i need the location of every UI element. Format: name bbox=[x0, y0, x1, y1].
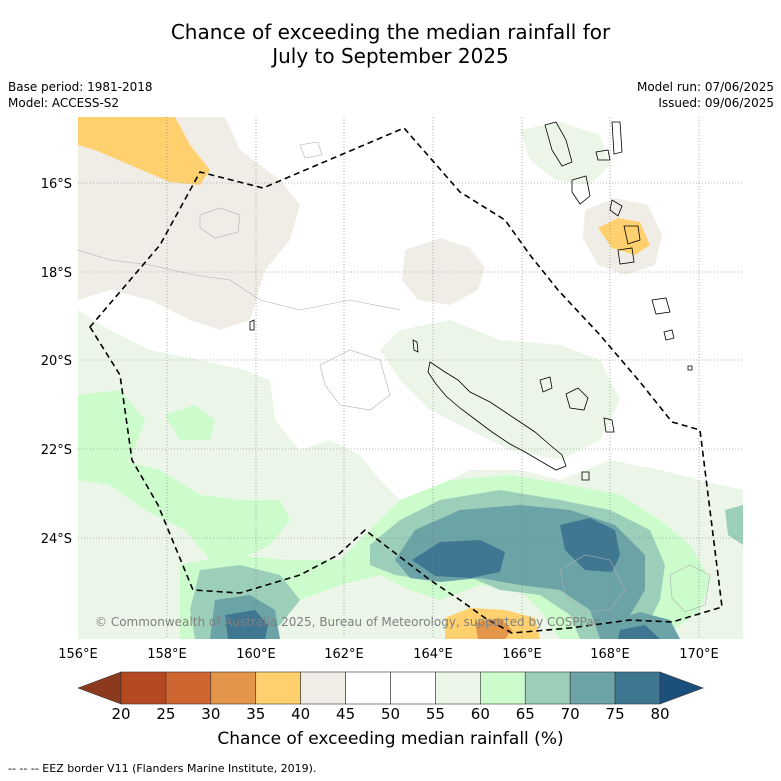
colorbar-cell bbox=[614, 671, 661, 705]
coastlines bbox=[249, 121, 693, 481]
island-small-west bbox=[249, 319, 255, 331]
colorbar-cell bbox=[435, 671, 481, 705]
colorbar-tick-label: 70 bbox=[561, 705, 580, 723]
lon-label: 164°E bbox=[413, 647, 453, 662]
contour-line bbox=[199, 207, 241, 239]
colorbar-tick-label: 25 bbox=[156, 705, 175, 723]
island-vanuatu-erromango bbox=[617, 247, 635, 265]
shade-75-80-west-blob bbox=[412, 540, 505, 578]
colorbar-cell bbox=[569, 671, 616, 705]
shade-55-60-north bbox=[520, 122, 610, 185]
shade-75-80-southeast bbox=[618, 625, 660, 639]
island-vanuatu-espiritu bbox=[544, 121, 573, 167]
colorbar-tick-label: 45 bbox=[336, 705, 355, 723]
eez-legend-note: -- -- -- EEZ border V11 (Flanders Marine… bbox=[8, 762, 317, 775]
lat-label: 16°S bbox=[41, 177, 72, 192]
lat-label: 18°S bbox=[41, 266, 72, 281]
lon-label: 158°E bbox=[147, 647, 187, 662]
shade-40-45-central-north bbox=[402, 238, 485, 305]
base-period: Base period: 1981-2018 bbox=[8, 80, 153, 94]
island-vanuatu-epi bbox=[609, 199, 623, 217]
colorbar-tick-label: 55 bbox=[426, 705, 445, 723]
colorbar-tick-label: 75 bbox=[606, 705, 625, 723]
island-loyalty-2 bbox=[565, 387, 589, 411]
lon-label: 160°E bbox=[236, 647, 276, 662]
colorbar-label: Chance of exceeding median rainfall (%) bbox=[217, 729, 564, 749]
shade-30-35-south bbox=[475, 618, 512, 639]
island-vanuatu-ambae bbox=[595, 149, 611, 161]
shade-35-40-northwest bbox=[78, 117, 210, 185]
shade-35-40-vanuatu bbox=[598, 218, 650, 255]
model-run-date: Model run: 07/06/2025 bbox=[636, 80, 774, 94]
colorbar-tick-label: 35 bbox=[246, 705, 265, 723]
shade-65-70-east bbox=[725, 505, 743, 545]
lon-label: 166°E bbox=[502, 647, 542, 662]
contour-line bbox=[559, 554, 626, 613]
shade-60-65-southwest bbox=[78, 460, 290, 560]
info-left: Base period: 1981-2018 Model: ACCESS-S2 bbox=[8, 79, 153, 111]
colorbar-tick-label: 65 bbox=[516, 705, 535, 723]
map-title-line-1: Chance of exceeding the median rainfall … bbox=[170, 20, 611, 44]
new-caledonia-main-island bbox=[427, 361, 567, 471]
map-grid bbox=[78, 117, 743, 639]
colorbar-cell bbox=[165, 671, 212, 705]
colorbar-cell bbox=[480, 671, 526, 705]
island-vanuatu-malakula bbox=[571, 175, 591, 205]
lat-label: 22°S bbox=[41, 443, 72, 458]
colorbar-cell bbox=[524, 671, 571, 705]
shade-60-65-west-2 bbox=[165, 405, 215, 440]
info-right: Model run: 07/06/2025 Issued: 09/06/2025 bbox=[637, 79, 774, 111]
shade-75-80-east-blob bbox=[560, 518, 620, 572]
model-name: Model: ACCESS-S2 bbox=[8, 96, 120, 110]
lon-label: 168°E bbox=[590, 647, 630, 662]
colorbar-tick-label: 60 bbox=[471, 705, 490, 723]
colorbar-extension-low bbox=[77, 671, 122, 705]
longitude-labels: 156°E 158°E 160°E 162°E 164°E 166°E 168°… bbox=[58, 647, 719, 662]
shade-75-80-south bbox=[225, 610, 268, 639]
colorbar-tick-label: 30 bbox=[201, 705, 220, 723]
island-vanuatu-north bbox=[611, 121, 623, 155]
contour-line bbox=[319, 349, 391, 411]
contour-line bbox=[78, 249, 401, 311]
shade-55-60-east bbox=[380, 320, 620, 460]
colorbar-cell bbox=[120, 671, 167, 705]
lat-label: 20°S bbox=[41, 354, 72, 369]
colorbar-cell bbox=[255, 671, 301, 705]
island-vanuatu-efate bbox=[623, 225, 641, 245]
shade-40-45-northwest bbox=[78, 117, 300, 330]
colorbar-tick-label: 80 bbox=[650, 705, 669, 723]
latitude-labels: 16°S 18°S 20°S 22°S 24°S bbox=[41, 177, 72, 547]
map-title-line-2: July to September 2025 bbox=[272, 44, 509, 68]
colorbar-tick-label: 50 bbox=[381, 705, 400, 723]
copyright-notice: © Commonwealth of Australia 2025, Bureau… bbox=[95, 615, 600, 629]
island-belep bbox=[412, 339, 419, 353]
eez-border bbox=[89, 127, 723, 634]
island-vanuatu-aneityum bbox=[663, 329, 675, 341]
shade-60-65-west bbox=[78, 390, 145, 475]
colorbar-cell bbox=[300, 671, 346, 705]
island-isle-of-pines bbox=[581, 471, 590, 481]
island-vanuatu-tanna bbox=[651, 297, 671, 315]
lat-label: 24°S bbox=[41, 532, 72, 547]
colorbar-tick-label: 40 bbox=[291, 705, 310, 723]
colorbar-cell bbox=[345, 671, 391, 705]
contour-line bbox=[299, 141, 323, 159]
lon-label: 162°E bbox=[324, 647, 364, 662]
island-loyalty-1 bbox=[539, 376, 553, 393]
contour-lines bbox=[78, 141, 711, 613]
colorbar: 20 25 30 35 40 45 50 55 60 65 70 75 80 bbox=[77, 671, 704, 723]
colorbar-tick-label: 20 bbox=[111, 705, 130, 723]
colorbar-cell bbox=[390, 671, 436, 705]
lon-label: 156°E bbox=[58, 647, 98, 662]
island-small-east bbox=[687, 365, 693, 371]
island-loyalty-3 bbox=[603, 417, 615, 433]
issued-date: Issued: 09/06/2025 bbox=[658, 96, 774, 110]
colorbar-extension-high bbox=[659, 671, 704, 705]
probability-shading bbox=[78, 117, 743, 639]
contour-line bbox=[669, 564, 711, 613]
lon-label: 170°E bbox=[679, 647, 719, 662]
colorbar-cell bbox=[210, 671, 257, 705]
